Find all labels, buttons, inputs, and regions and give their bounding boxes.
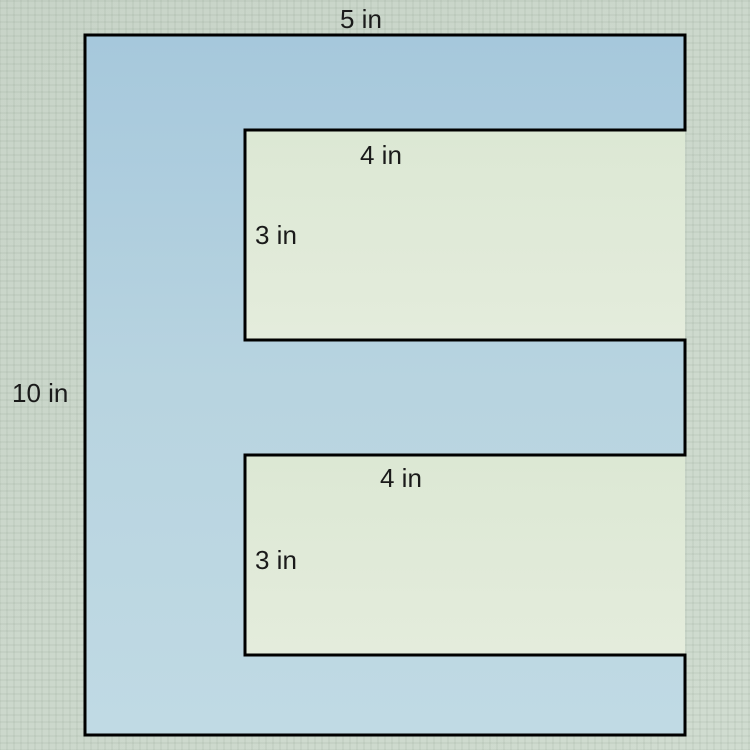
label-top-width: 5 in <box>340 4 382 35</box>
label-notch1-width: 4 in <box>360 140 402 171</box>
label-notch2-width: 4 in <box>380 463 422 494</box>
label-left-height: 10 in <box>12 378 68 409</box>
label-notch1-height: 3 in <box>255 220 297 251</box>
e-shape-diagram <box>0 0 750 750</box>
label-notch2-height: 3 in <box>255 545 297 576</box>
notch-1-fill <box>245 130 685 340</box>
notch-2-fill <box>245 455 685 655</box>
